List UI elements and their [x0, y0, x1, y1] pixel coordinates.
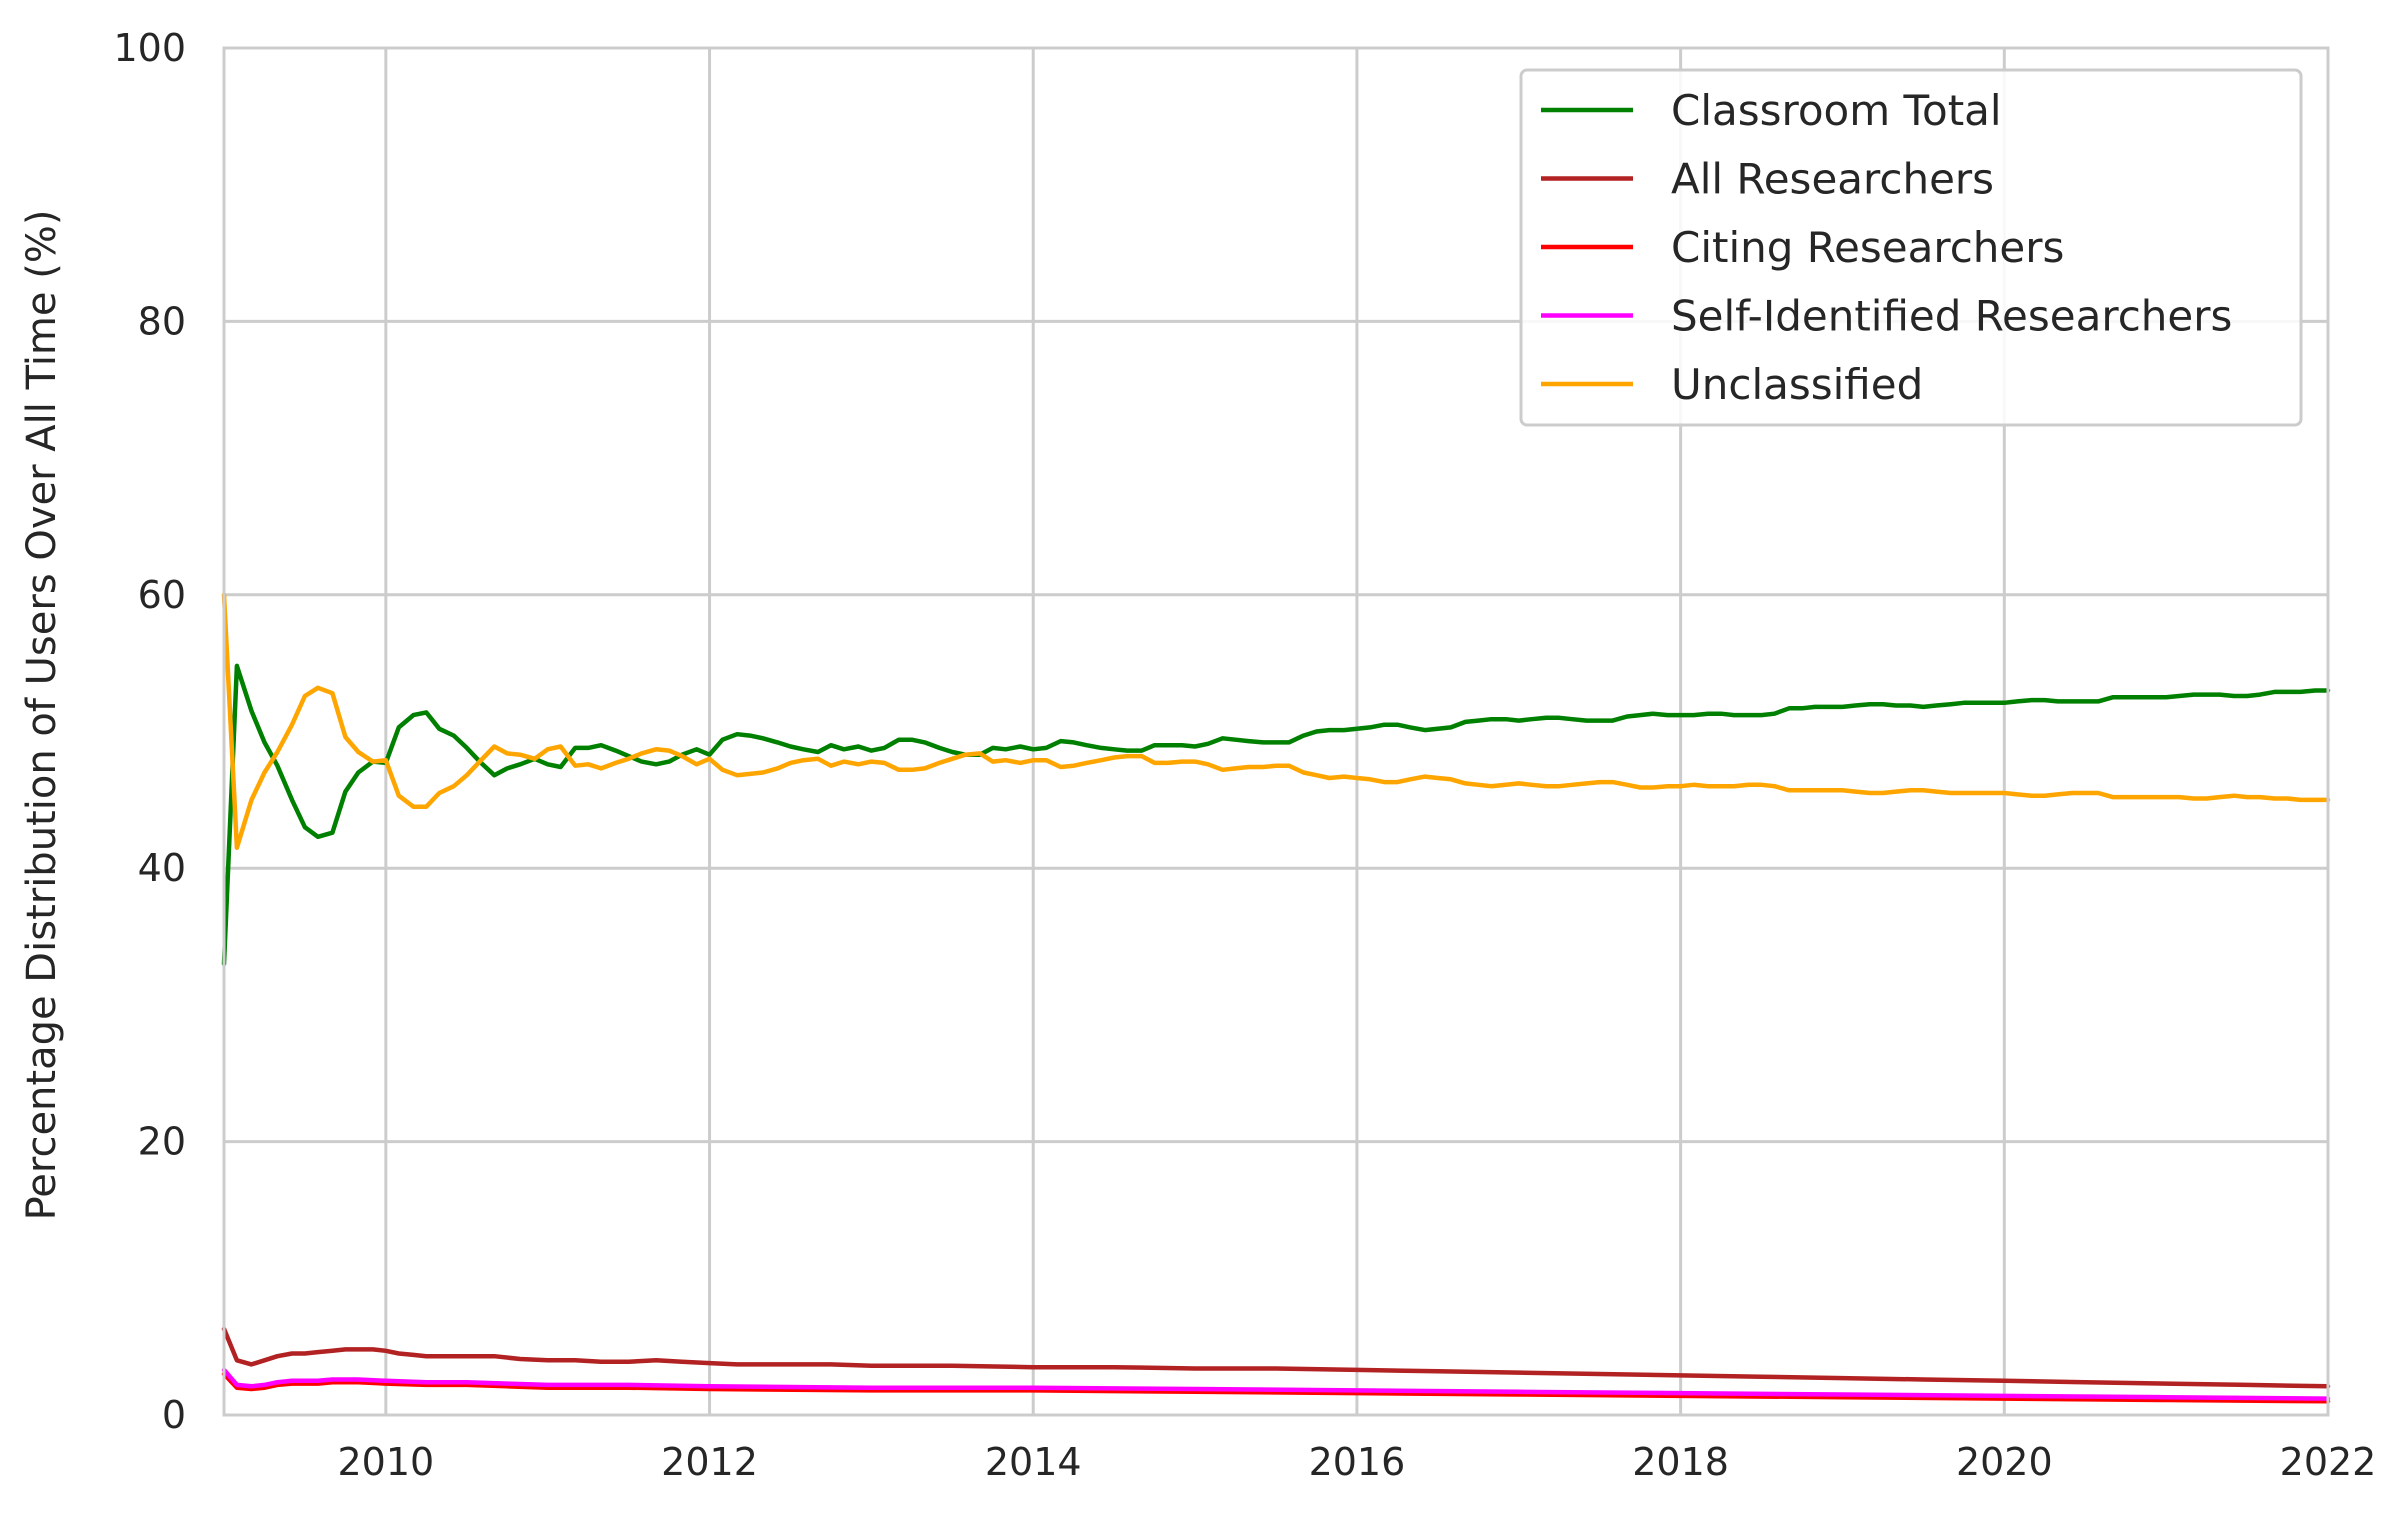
y-axis-title: Percentage Distribution of Users Over Al…: [19, 210, 65, 1221]
y-tick-label: 40: [138, 846, 186, 890]
x-tick-label: 2010: [337, 1440, 434, 1484]
x-tick-label: 2020: [1956, 1440, 2053, 1484]
y-tick-label: 100: [113, 26, 186, 70]
series-line-citing-researchers: [221, 1371, 2331, 1404]
y-tick-label: 0: [162, 1393, 186, 1437]
x-tick-label: 2016: [1309, 1440, 1406, 1484]
legend-label: All Researchers: [1671, 155, 1994, 204]
series-line-self-identified-researchers: [221, 1367, 2331, 1401]
legend-label: Classroom Total: [1671, 86, 2002, 135]
x-tick-label: 2012: [661, 1440, 758, 1484]
plot-frame: [222, 46, 2330, 1417]
series-line-all-researchers: [221, 1326, 2331, 1389]
x-tick-label: 2022: [2280, 1440, 2377, 1484]
legend: Classroom Total All Researchers Citing Res…: [1519, 68, 2303, 427]
series-lines: [221, 592, 2331, 1404]
series-line-unclassified: [221, 592, 2331, 850]
y-tick-label: 60: [138, 573, 186, 617]
y-axis-ticks: 0 20 40 60 80 100: [113, 26, 186, 1437]
y-tick-label: 20: [138, 1120, 186, 1164]
y-tick-label: 80: [138, 299, 186, 343]
series-line-classroom-total: [221, 663, 2331, 967]
legend-box: [1519, 68, 2303, 427]
x-tick-label: 2018: [1632, 1440, 1729, 1484]
legend-label: Unclassified: [1671, 360, 1923, 409]
x-axis-ticks: 2010 2012 2014 2016 2018 2020 2022: [337, 1440, 2376, 1484]
legend-label: Citing Researchers: [1671, 223, 2064, 272]
x-tick-label: 2014: [985, 1440, 1082, 1484]
legend-label: Self-Identified Researchers: [1671, 292, 2232, 341]
